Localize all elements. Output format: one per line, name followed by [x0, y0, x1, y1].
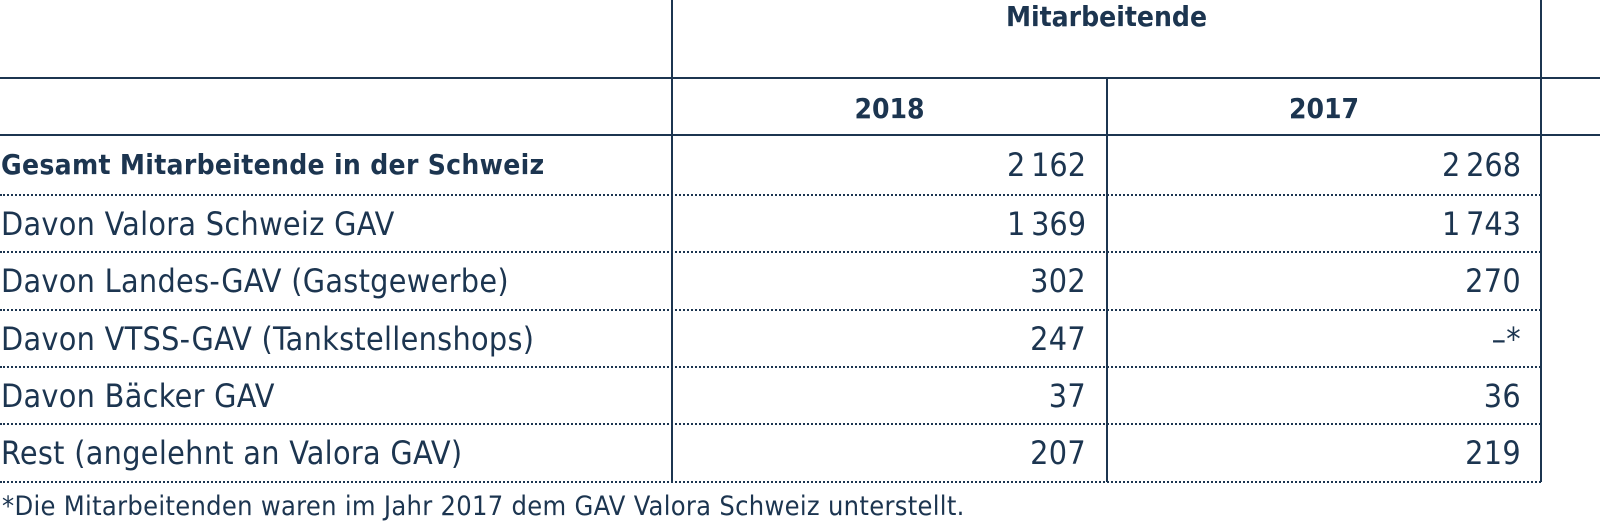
- rule: [1106, 78, 1108, 482]
- group-header: Mitarbeitende: [1005, 0, 1208, 33]
- cell-value: 36: [1483, 376, 1521, 415]
- cell-value: 207: [1030, 434, 1086, 472]
- rule: [0, 77, 1600, 79]
- row-label: Davon Bäcker GAV: [1, 376, 275, 415]
- rule: [0, 134, 1600, 136]
- row-label: Davon Valora Schweiz GAV: [1, 204, 395, 243]
- cell-value: 1 369: [1007, 204, 1086, 243]
- row-divider: [0, 194, 1541, 196]
- rule: [1540, 0, 1542, 482]
- row-label: Rest (angelehnt an Valora GAV): [1, 434, 463, 472]
- cell-value: 270: [1465, 262, 1521, 300]
- cell-value: 1 743: [1442, 204, 1521, 243]
- row-label: Davon VTSS-GAV (Tankstellenshops): [1, 319, 535, 358]
- rule: [671, 0, 673, 482]
- cell-value: 247: [1030, 319, 1086, 358]
- footnote: *Die Mitarbeitenden waren im Jahr 2017 d…: [2, 491, 965, 522]
- row-divider: [0, 366, 1541, 368]
- row-divider: [0, 309, 1541, 311]
- row-divider: [0, 423, 1541, 425]
- row-divider: [0, 481, 1541, 483]
- cell-value: 302: [1030, 262, 1086, 300]
- year-header: 2018: [854, 92, 925, 125]
- cell-value: 37: [1048, 376, 1086, 415]
- year-header: 2017: [1288, 92, 1360, 125]
- cell-value: 219: [1465, 434, 1521, 472]
- row-label: Gesamt Mitarbeitende in der Schweiz: [1, 148, 545, 181]
- cell-value: 2 268: [1442, 146, 1521, 184]
- cell-value: –*: [1491, 319, 1521, 358]
- cell-value: 2 162: [1007, 146, 1086, 184]
- row-divider: [0, 251, 1541, 253]
- row-label: Davon Landes-GAV (Gastgewerbe): [1, 262, 509, 300]
